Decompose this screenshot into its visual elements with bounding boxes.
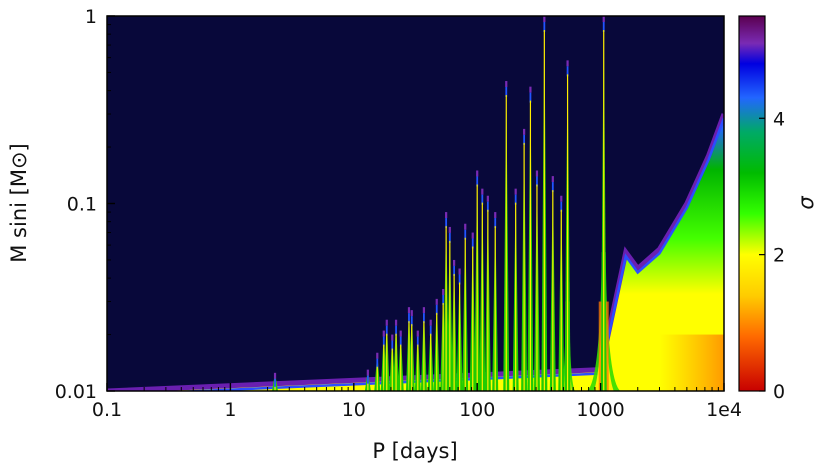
spike-22: [393, 319, 400, 391]
colorbar-label: σ: [794, 196, 818, 210]
spike-56: [443, 212, 450, 391]
x-tick-100: 100: [459, 383, 495, 421]
x-axis-ticks: 0.1 1 10 100 1000 1e4: [92, 383, 742, 421]
spike-65: [451, 259, 458, 391]
x-tick-label-1e4: 1e4: [706, 399, 742, 421]
y-tick-0.1: 0.1: [67, 194, 115, 216]
spike-33: [414, 330, 421, 391]
x-axis-label: P [days]: [372, 439, 457, 463]
cb-tick-label-0: 0: [773, 381, 785, 403]
cb-tick-label-4: 4: [773, 108, 785, 130]
x-tick-10: 10: [342, 383, 366, 421]
x-tick-label-1000: 1000: [576, 399, 624, 421]
spike-24: [397, 330, 404, 391]
colorbar-ticks: 0 2 4: [759, 108, 785, 403]
spike-92: [469, 232, 476, 391]
spike-270: [527, 86, 534, 391]
y-tick-label-0.1: 0.1: [67, 194, 97, 216]
spike-15.5: [374, 352, 381, 391]
cb-tick-0: 0: [759, 381, 785, 403]
spike-42: [427, 319, 434, 391]
spike-1060: [600, 16, 607, 391]
y-axis-ticks: 0.01 0.1 1: [55, 6, 115, 403]
spike-37: [420, 307, 427, 391]
x-tick-label-0.1: 0.1: [92, 399, 122, 421]
spike-2.3: [272, 372, 279, 391]
colorbar: [738, 15, 766, 392]
spike-205: [512, 188, 519, 391]
spike-480: [558, 195, 565, 391]
spike-540: [564, 60, 571, 391]
x-tick-label-1: 1: [224, 399, 236, 421]
y-tick-label-0.01: 0.01: [55, 381, 97, 403]
y-tick-1: 1: [85, 6, 115, 28]
y-tick-0.01: 0.01: [55, 381, 115, 403]
cb-tick-4: 4: [759, 108, 785, 130]
spike-240: [521, 128, 528, 391]
heatmap-content: [107, 16, 724, 391]
x-tick-1e4: 1e4: [706, 383, 742, 421]
x-tick-0.1: 0.1: [92, 383, 122, 421]
spike-47: [433, 298, 440, 391]
spike-100: [474, 170, 481, 391]
spike-305: [533, 170, 540, 391]
spike-110: [479, 188, 486, 391]
spike-122: [484, 195, 491, 391]
spike-350: [541, 16, 548, 391]
spike-80: [462, 223, 469, 391]
y-axis-label: M sini [M⊙]: [7, 143, 31, 263]
x-tick-label-10: 10: [342, 399, 366, 421]
cb-tick-label-2: 2: [773, 245, 785, 267]
spike-410: [549, 176, 556, 391]
spike-172: [503, 81, 510, 391]
spike-29.5: [408, 310, 415, 391]
spike-18.5: [383, 319, 390, 391]
low-sigma-corner: [659, 334, 724, 391]
x-minor-ticks: [143, 387, 719, 391]
x-tick-1: 1: [224, 383, 236, 421]
spike-72: [456, 268, 463, 391]
x-tick-1000: 1000: [576, 383, 625, 421]
cb-tick-2: 2: [759, 245, 785, 267]
x-tick-label-100: 100: [459, 399, 495, 421]
y-minor-ticks: [107, 24, 111, 336]
spike-140: [492, 212, 499, 391]
spike-13: [364, 369, 371, 391]
y-tick-label-1: 1: [85, 6, 97, 28]
spike-60: [446, 226, 453, 391]
